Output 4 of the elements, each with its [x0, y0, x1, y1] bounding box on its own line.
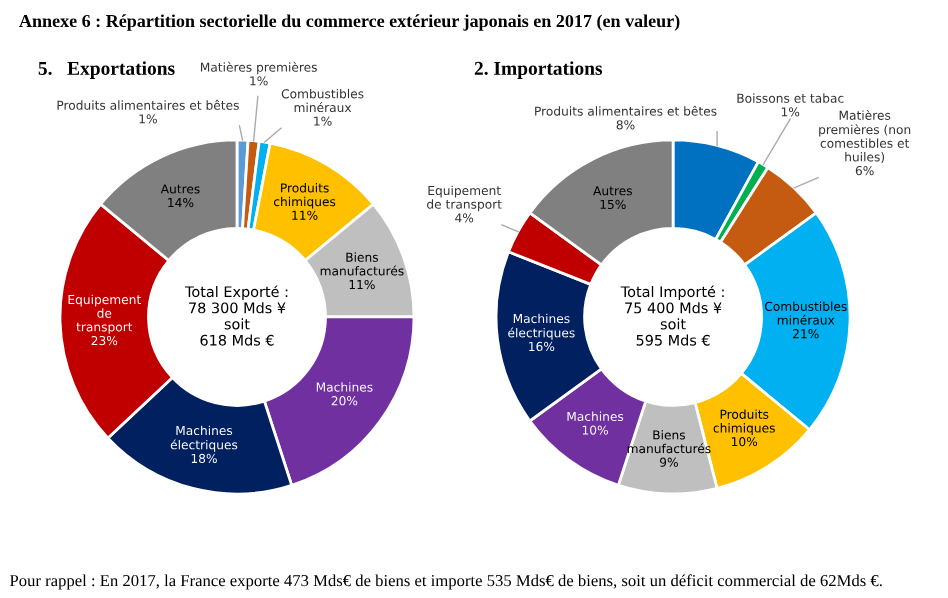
text: Annexe 6 : Répartition sectorielle du commerce extérieur japonais en 2017 (en valeur)	[19, 14, 680, 31]
text: Pour rappel : En 2017, la France exporte 473 Mds€ de biens et importe 535 Mds€ de biens, soit un déficit commercial de 62Mds €.	[9, 574, 882, 590]
chart-title: 5. Exportations	[38, 61, 175, 79]
chart-title: 2. Importations	[474, 61, 603, 79]
